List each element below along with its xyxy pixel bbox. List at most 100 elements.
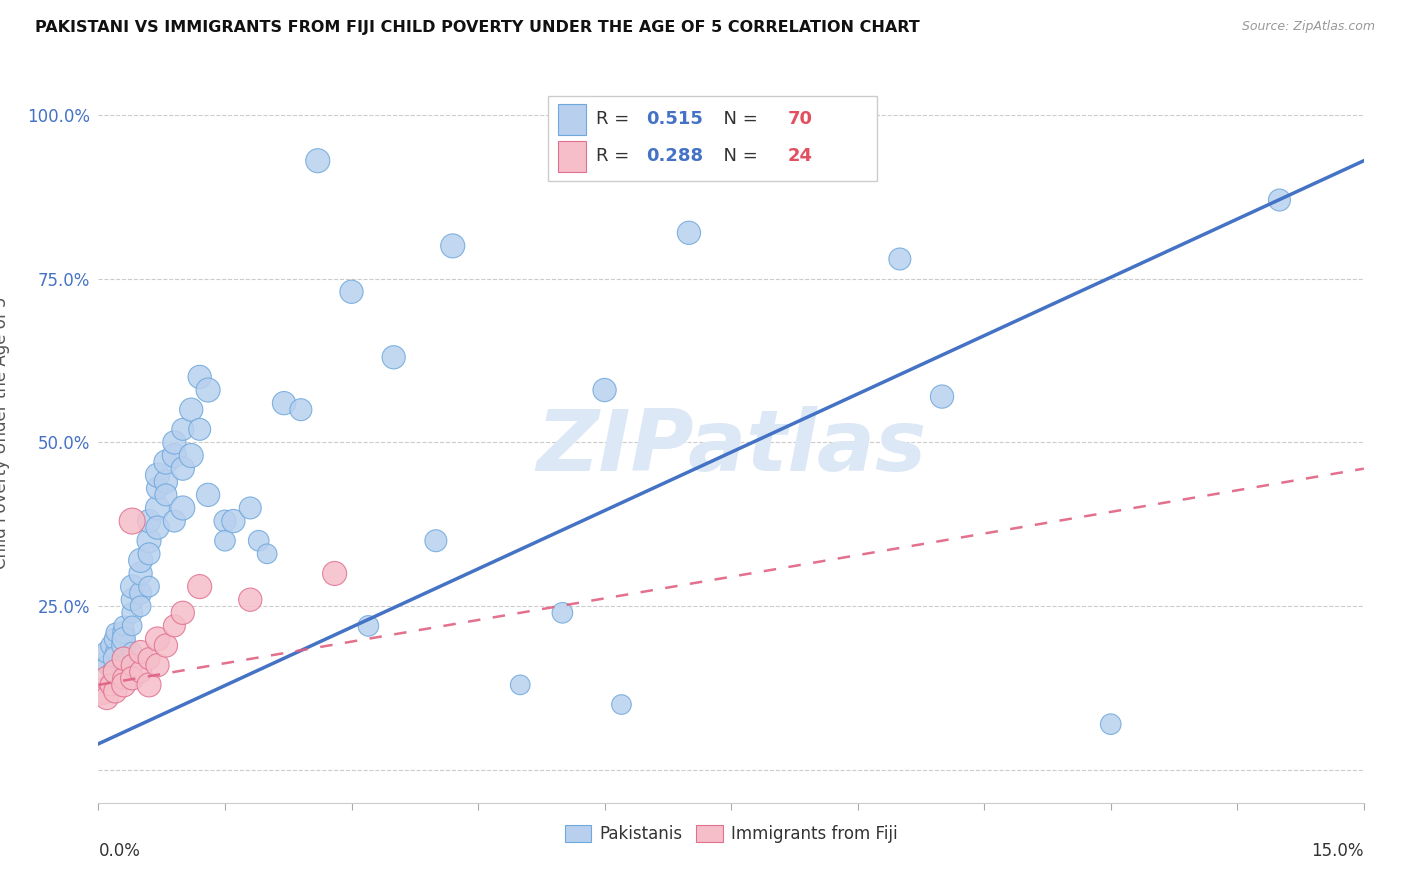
Point bbox=[129, 599, 152, 614]
Point bbox=[104, 665, 127, 679]
Text: R =: R = bbox=[596, 111, 634, 128]
Point bbox=[112, 639, 135, 653]
Point bbox=[256, 547, 278, 561]
Point bbox=[104, 625, 127, 640]
Bar bbox=[558, 103, 585, 135]
Point bbox=[222, 514, 245, 528]
Point bbox=[138, 580, 160, 594]
Point bbox=[340, 285, 363, 299]
Point bbox=[214, 533, 236, 548]
Point bbox=[307, 153, 329, 168]
Point bbox=[551, 606, 574, 620]
Y-axis label: Child Poverty Under the Age of 5: Child Poverty Under the Age of 5 bbox=[0, 296, 10, 569]
Point bbox=[129, 566, 152, 581]
Text: N =: N = bbox=[711, 111, 763, 128]
Point bbox=[112, 671, 135, 685]
Point bbox=[180, 402, 202, 417]
Point bbox=[188, 422, 211, 436]
Point bbox=[188, 580, 211, 594]
Point bbox=[96, 671, 118, 685]
Point bbox=[155, 475, 177, 489]
Point bbox=[112, 619, 135, 633]
Point bbox=[121, 671, 143, 685]
Point bbox=[425, 533, 447, 548]
Text: ZIPatlas: ZIPatlas bbox=[536, 406, 927, 489]
Point bbox=[155, 488, 177, 502]
Point bbox=[104, 651, 127, 665]
Text: 15.0%: 15.0% bbox=[1312, 842, 1364, 860]
Point bbox=[121, 606, 143, 620]
Point bbox=[163, 449, 186, 463]
Point bbox=[155, 455, 177, 469]
Text: 0.0%: 0.0% bbox=[98, 842, 141, 860]
Point bbox=[146, 481, 169, 495]
Point bbox=[91, 684, 114, 698]
FancyBboxPatch shape bbox=[547, 95, 877, 181]
Point bbox=[146, 468, 169, 483]
Point bbox=[146, 658, 169, 673]
Point bbox=[273, 396, 295, 410]
Point bbox=[197, 383, 219, 397]
Text: 0.515: 0.515 bbox=[647, 111, 703, 128]
Point bbox=[188, 370, 211, 384]
Point bbox=[138, 514, 160, 528]
Point bbox=[104, 632, 127, 646]
Point bbox=[112, 632, 135, 646]
Point bbox=[112, 651, 135, 665]
Point bbox=[239, 592, 262, 607]
Text: 24: 24 bbox=[787, 147, 813, 165]
Point bbox=[121, 580, 143, 594]
Point bbox=[889, 252, 911, 266]
Point bbox=[96, 645, 118, 659]
Point bbox=[121, 514, 143, 528]
Point bbox=[104, 671, 127, 685]
Point bbox=[214, 514, 236, 528]
Text: N =: N = bbox=[711, 147, 763, 165]
Point bbox=[239, 500, 262, 515]
Point bbox=[96, 690, 118, 705]
Point bbox=[100, 639, 122, 653]
Point bbox=[172, 606, 194, 620]
Point bbox=[247, 533, 270, 548]
Point bbox=[197, 488, 219, 502]
Point bbox=[1099, 717, 1122, 731]
Point bbox=[112, 658, 135, 673]
Legend: Pakistanis, Immigrants from Fiji: Pakistanis, Immigrants from Fiji bbox=[558, 819, 904, 850]
Point bbox=[121, 645, 143, 659]
Text: 70: 70 bbox=[787, 111, 813, 128]
Point bbox=[172, 461, 194, 475]
Point bbox=[180, 449, 202, 463]
Point bbox=[163, 435, 186, 450]
Text: 0.288: 0.288 bbox=[647, 147, 703, 165]
Point bbox=[441, 239, 464, 253]
Point bbox=[91, 651, 114, 665]
Text: Source: ZipAtlas.com: Source: ZipAtlas.com bbox=[1241, 20, 1375, 33]
Text: PAKISTANI VS IMMIGRANTS FROM FIJI CHILD POVERTY UNDER THE AGE OF 5 CORRELATION C: PAKISTANI VS IMMIGRANTS FROM FIJI CHILD … bbox=[35, 20, 920, 35]
Point bbox=[121, 658, 143, 673]
Point bbox=[146, 500, 169, 515]
Point bbox=[138, 651, 160, 665]
Point bbox=[155, 639, 177, 653]
Point bbox=[931, 390, 953, 404]
Point bbox=[121, 592, 143, 607]
Point bbox=[100, 678, 122, 692]
Point bbox=[112, 678, 135, 692]
Point bbox=[357, 619, 380, 633]
Point bbox=[129, 553, 152, 567]
Point bbox=[509, 678, 531, 692]
Point bbox=[323, 566, 346, 581]
Point bbox=[138, 678, 160, 692]
Point bbox=[100, 665, 122, 679]
Point bbox=[172, 500, 194, 515]
Point bbox=[138, 547, 160, 561]
Point bbox=[610, 698, 633, 712]
Point bbox=[163, 619, 186, 633]
Point bbox=[96, 658, 118, 673]
Point bbox=[678, 226, 700, 240]
Point bbox=[112, 625, 135, 640]
Point bbox=[1268, 193, 1291, 207]
Point bbox=[382, 351, 405, 365]
Bar bbox=[558, 141, 585, 172]
Point bbox=[129, 586, 152, 600]
Point bbox=[104, 684, 127, 698]
